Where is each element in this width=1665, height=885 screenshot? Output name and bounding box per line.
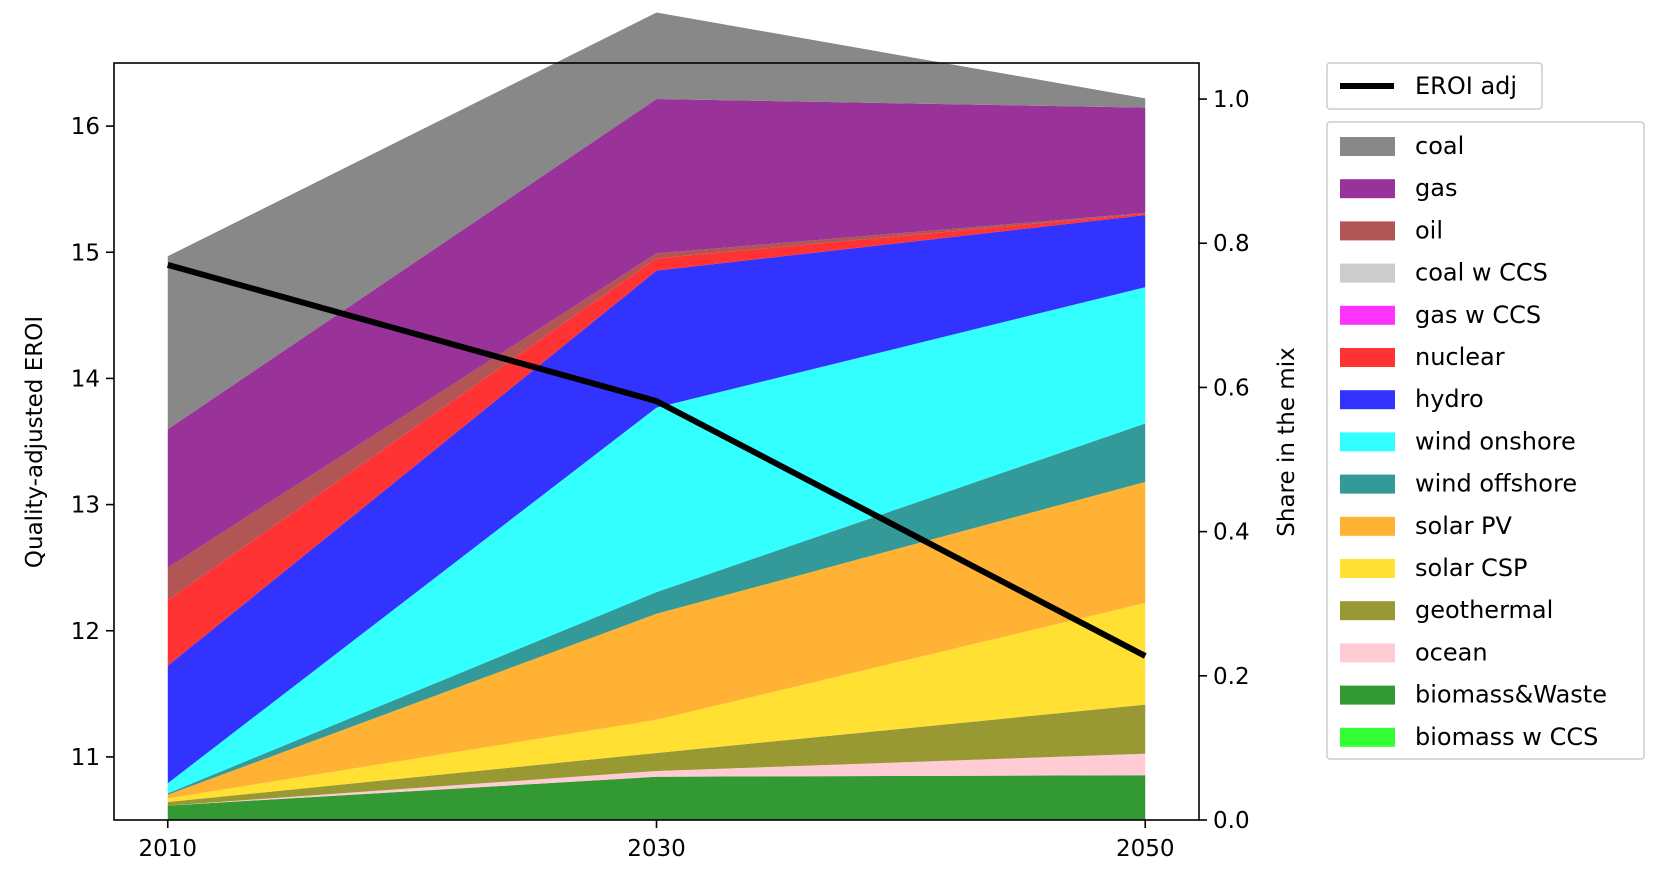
legend-label-geothermal: geothermal (1415, 596, 1553, 624)
left-axis-label: Quality-adjusted EROI (22, 316, 48, 568)
legend-swatch-ocean (1340, 643, 1395, 663)
legend-swatch-oil (1340, 221, 1395, 241)
legend-swatch-wind-onshore (1340, 432, 1395, 452)
legend-swatch-nuclear (1340, 348, 1395, 367)
legend-label-biomass-waste: biomass&Waste (1415, 681, 1607, 709)
line-legend-label: EROI adj (1415, 72, 1517, 100)
legend-swatch-hydro (1340, 390, 1395, 410)
legend-label-nuclear: nuclear (1415, 343, 1505, 371)
legend-label-hydro: hydro (1415, 385, 1484, 413)
left-y-axis: 11 12 13 14 15 16 (71, 114, 114, 771)
legend-label-solar-pv: solar PV (1415, 512, 1513, 540)
legend-swatch-solar-csp (1340, 559, 1395, 578)
left-y-tick-label: 13 (71, 493, 100, 519)
eroi-line-group (166, 261, 1147, 659)
area-ocean (167, 753, 1146, 806)
area-wind-onshore (167, 287, 1146, 794)
right-y-tick-label: 1.0 (1213, 87, 1250, 113)
left-y-tick-label: 16 (71, 114, 100, 140)
stacked-areas (167, 12, 1146, 820)
line-legend-box (1326, 62, 1543, 110)
area-solar-pv (167, 481, 1146, 799)
area-legend: coal gas oil coal w CCS gas w CCS nuclear hydr… (1326, 121, 1645, 760)
legend-swatch-geothermal (1340, 601, 1395, 621)
right-y-tick-label: 0.0 (1213, 808, 1250, 834)
legend-label-ocean: ocean (1415, 638, 1488, 666)
legend-label-gas: gas (1415, 174, 1457, 202)
right-y-tick-label: 0.8 (1213, 231, 1250, 257)
legend-label-solar-csp: solar CSP (1415, 554, 1528, 582)
eroi-adj-line (166, 261, 1147, 659)
left-y-tick-label: 15 (71, 240, 100, 266)
area-gas (167, 99, 1146, 568)
x-tick-label: 2030 (627, 836, 686, 862)
x-axis: 2010 2030 2050 (138, 820, 1175, 862)
right-y-tick-label: 0.2 (1213, 664, 1250, 690)
legend-swatch-coal (1340, 137, 1395, 156)
area-biomass-waste (167, 775, 1146, 820)
legend-swatch-solar-pv (1340, 516, 1395, 536)
left-y-tick-label: 12 (71, 619, 100, 645)
right-y-axis: 0.0 0.2 0.4 0.6 0.8 1.0 (1199, 87, 1250, 834)
x-tick-label: 2010 (138, 836, 197, 862)
legend-label-oil: oil (1415, 216, 1443, 244)
area-solar-csp (167, 602, 1146, 802)
legend-label-biomass-w-ccs: biomass w CCS (1415, 723, 1598, 751)
left-y-tick-label: 14 (71, 366, 100, 392)
legend-label-wind-onshore: wind onshore (1415, 427, 1576, 455)
area-geothermal (167, 704, 1146, 806)
area-wind-offshore (167, 423, 1146, 795)
legend-swatch-biomass-waste (1340, 685, 1395, 705)
right-axis-label: Share in the mix (1274, 347, 1300, 536)
legend-swatch-gas-w-ccs (1340, 305, 1395, 325)
right-y-tick-label: 0.4 (1213, 520, 1250, 546)
x-tick-label: 2050 (1116, 836, 1175, 862)
area-coal (167, 12, 1146, 430)
legend-swatch-wind-offshore (1340, 474, 1395, 494)
legend-label-coal-w-ccs: coal w CCS (1415, 259, 1548, 287)
area-legend-box (1326, 121, 1645, 760)
legend-label-coal: coal (1415, 132, 1464, 160)
line-legend: EROI adj (1326, 62, 1543, 110)
right-y-tick-label: 0.6 (1213, 375, 1250, 401)
legend-swatch-gas (1340, 179, 1395, 199)
legend-label-wind-offshore: wind offshore (1415, 470, 1577, 498)
legend-label-gas-w-ccs: gas w CCS (1415, 301, 1541, 329)
legend-swatch-coal-w-ccs (1340, 263, 1395, 283)
left-y-tick-label: 11 (71, 745, 100, 771)
legend-swatch-biomass-w-ccs (1340, 727, 1395, 747)
area-hydro (167, 215, 1146, 784)
